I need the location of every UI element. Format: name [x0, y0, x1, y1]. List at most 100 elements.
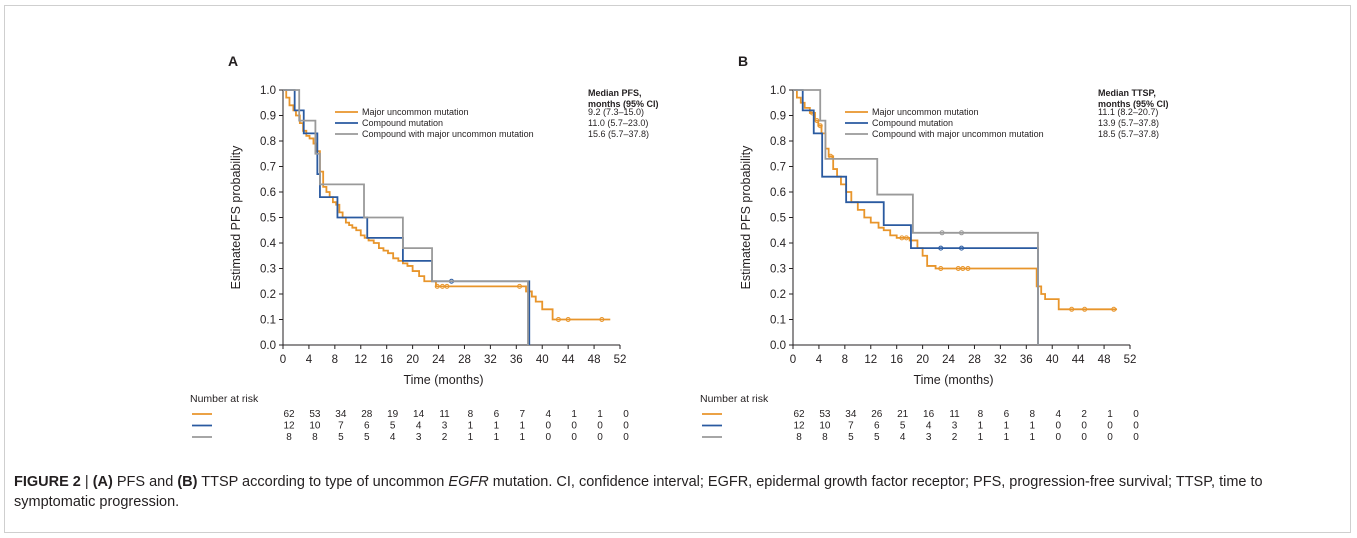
at-risk-count: 5	[874, 432, 880, 443]
at-risk-count: 1	[520, 432, 526, 443]
at-risk-count: 26	[871, 409, 883, 420]
at-risk-count: 53	[309, 409, 321, 420]
at-risk-count: 1	[978, 432, 984, 443]
y-tick-label: 0.3	[770, 264, 786, 276]
censor-mark	[959, 245, 964, 251]
at-risk-count: 1	[494, 432, 500, 443]
x-tick-label: 4	[306, 354, 313, 366]
at-risk-count: 8	[796, 432, 802, 443]
y-tick-label: 1.0	[770, 85, 786, 97]
censor-mark	[814, 118, 820, 124]
at-risk-count: 2	[952, 432, 958, 443]
at-risk-count: 8	[1030, 409, 1036, 420]
at-risk-count: 53	[819, 409, 831, 420]
x-tick-label: 28	[968, 354, 981, 366]
at-risk-count: 8	[312, 432, 318, 443]
y-tick-label: 0.4	[770, 238, 787, 250]
legend-label: Compound mutation	[362, 118, 443, 128]
at-risk-count: 0	[571, 432, 577, 443]
at-risk-count: 14	[413, 409, 425, 420]
x-tick-label: 20	[406, 354, 419, 366]
x-tick-label: 0	[790, 354, 796, 366]
x-tick-label: 28	[458, 354, 471, 366]
at-risk-count: 0	[1107, 432, 1113, 443]
x-tick-label: 48	[1098, 354, 1111, 366]
censor-mark	[903, 235, 909, 241]
caption-text-3: mutation. CI, confidence interval; EGFR,…	[14, 474, 1263, 510]
y-tick-label: 0.1	[260, 315, 276, 327]
at-risk-count: 5	[848, 432, 854, 443]
legend-label: Compound with major uncommon mutation	[362, 129, 534, 139]
at-risk-count: 2	[442, 432, 448, 443]
censor-mark	[899, 235, 905, 241]
caption-text-2: TTSP according to type of uncommon	[197, 474, 449, 490]
legend-header-line1: Median PFS,	[588, 88, 642, 98]
x-tick-label: 40	[536, 354, 549, 366]
at-risk-count: 10	[819, 421, 831, 432]
legend-median: 13.9 (5.7–37.8)	[1098, 118, 1159, 128]
y-tick-label: 0.8	[770, 136, 786, 148]
at-risk-count: 0	[571, 421, 577, 432]
panel-label: B	[738, 53, 748, 69]
at-risk-count: 62	[283, 409, 295, 420]
at-risk-count: 21	[897, 409, 909, 420]
at-risk-count: 62	[793, 409, 805, 420]
at-risk-count: 0	[1133, 409, 1139, 420]
at-risk-count: 10	[309, 421, 321, 432]
censor-mark	[444, 283, 450, 289]
at-risk-count: 4	[1055, 409, 1061, 420]
at-risk-count: 6	[1004, 409, 1010, 420]
y-tick-label: 0.0	[260, 340, 276, 352]
x-tick-label: 0	[280, 354, 286, 366]
y-tick-label: 0.2	[770, 289, 786, 301]
at-risk-count: 0	[545, 432, 551, 443]
x-tick-label: 8	[842, 354, 848, 366]
y-tick-label: 0.0	[770, 340, 786, 352]
at-risk-count: 4	[390, 432, 396, 443]
figure-caption: FIGURE 2 | (A) PFS and (B) TTSP accordin…	[14, 472, 1334, 512]
km-chart-svg: A0.00.10.20.30.40.50.60.70.80.91.00 4 8 12 1…	[190, 53, 659, 443]
caption-a-label: (A)	[92, 474, 113, 490]
km-panel-b: B 0.0 0.1 0.2 0.3 0.4 0.5 0.6 0.7 0.8 0.9 1.0 0 4 8 12 1…	[700, 10, 1169, 462]
y-tick-label: 0.6	[770, 187, 786, 199]
x-tick-label: 16	[890, 354, 903, 366]
y-tick-label: 0.5	[260, 213, 276, 225]
at-risk-count: 0	[1055, 421, 1061, 432]
at-risk-count: 8	[822, 432, 828, 443]
legend-label: Compound mutation	[872, 118, 953, 128]
at-risk-count: 28	[361, 409, 373, 420]
at-risk-count: 8	[286, 432, 292, 443]
censor-mark	[439, 283, 445, 289]
at-risk-count: 0	[623, 432, 629, 443]
at-risk-count: 8	[978, 409, 984, 420]
y-tick-label: 0.6	[260, 187, 276, 199]
y-tick-label: 0.7	[770, 162, 786, 174]
censor-mark	[555, 317, 561, 322]
at-risk-count: 8	[468, 409, 474, 420]
at-risk-count: 0	[1055, 432, 1061, 443]
x-tick-label: 4	[816, 354, 823, 366]
x-tick-label: 44	[1072, 354, 1085, 366]
at-risk-count: 1	[520, 421, 526, 432]
x-tick-label: 12	[354, 354, 367, 366]
at-risk-count: 5	[390, 421, 396, 432]
x-tick-label: 12	[864, 354, 877, 366]
y-tick-label: 0.9	[260, 111, 276, 123]
at-risk-count: 7	[520, 409, 526, 420]
caption-egfr: EGFR	[448, 474, 489, 490]
at-risk-count: 4	[926, 421, 932, 432]
at-risk-title: Number at risk	[700, 393, 769, 405]
at-risk-count: 0	[623, 409, 629, 420]
at-risk-count: 1	[1004, 432, 1010, 443]
at-risk-count: 19	[387, 409, 399, 420]
at-risk-count: 1	[1004, 421, 1010, 432]
km-panel-a: A 0.0 0.1 0.2 0.3 0.4 0.5 0.6 0.7 0.8 0.9 1.0 0 4 8 12 1…	[190, 10, 659, 462]
censor-mark	[1082, 306, 1088, 312]
x-tick-label: 44	[562, 354, 575, 366]
at-risk-count: 0	[597, 421, 603, 432]
caption-figure-label: FIGURE 2	[14, 474, 81, 490]
y-tick-label: 0.4	[260, 238, 277, 250]
x-axis-title: Time (months)	[403, 373, 483, 387]
x-tick-label: 16	[380, 354, 393, 366]
legend-median: 9.2 (7.3–15.0)	[588, 107, 644, 117]
